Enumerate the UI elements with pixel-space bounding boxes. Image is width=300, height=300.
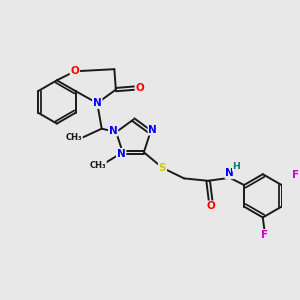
Text: O: O — [136, 83, 144, 93]
Text: O: O — [206, 201, 215, 211]
Text: N: N — [148, 125, 157, 135]
Text: F: F — [261, 230, 268, 240]
Text: N: N — [109, 126, 118, 136]
Text: N: N — [93, 98, 102, 108]
Text: N: N — [117, 149, 125, 159]
Text: O: O — [70, 66, 79, 76]
Text: CH₃: CH₃ — [65, 133, 82, 142]
Text: H: H — [232, 162, 240, 171]
Text: CH₃: CH₃ — [89, 161, 106, 170]
Text: F: F — [292, 170, 299, 180]
Text: S: S — [159, 163, 166, 173]
Text: N: N — [225, 168, 234, 178]
